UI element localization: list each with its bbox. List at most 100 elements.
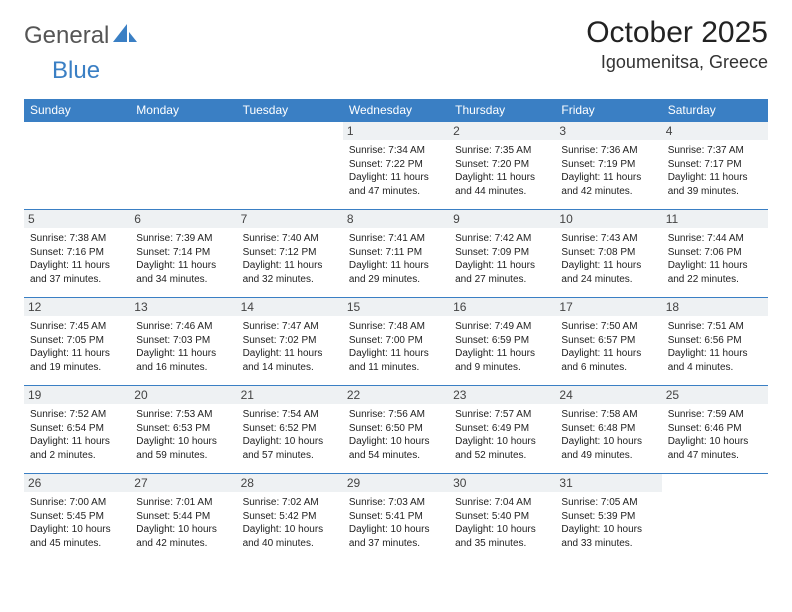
weekday-header: Saturday — [662, 99, 768, 122]
day-number: 22 — [343, 386, 449, 404]
day-number: 16 — [449, 298, 555, 316]
calendar-cell: 3 Sunrise: 7:36 AMSunset: 7:19 PMDaylight… — [555, 122, 661, 210]
calendar-cell: 2 Sunrise: 7:35 AMSunset: 7:20 PMDaylight… — [449, 122, 555, 210]
calendar-row: 19 Sunrise: 7:52 AMSunset: 6:54 PMDayligh… — [24, 386, 768, 474]
calendar-cell: .. — [24, 122, 130, 210]
calendar-cell: 30Sunrise: 7:04 AMSunset: 5:40 PMDayligh… — [449, 474, 555, 562]
calendar-cell: 29Sunrise: 7:03 AMSunset: 5:41 PMDayligh… — [343, 474, 449, 562]
day-number: 14 — [237, 298, 343, 316]
day-details: Sunrise: 7:53 AMSunset: 6:53 PMDaylight:… — [136, 408, 230, 462]
calendar-cell: 26Sunrise: 7:00 AMSunset: 5:45 PMDayligh… — [24, 474, 130, 562]
day-number: 3 — [555, 122, 661, 140]
day-number: 13 — [130, 298, 236, 316]
day-details: Sunrise: 7:02 AMSunset: 5:42 PMDaylight:… — [243, 496, 337, 550]
calendar-cell: 31 Sunrise: 7:05 AMSunset: 5:39 PMDayligh… — [555, 474, 661, 562]
day-number: 18 — [662, 298, 768, 316]
day-details: Sunrise: 7:59 AMSunset: 6:46 PMDaylight:… — [668, 408, 762, 462]
calendar-cell: 28 Sunrise: 7:02 AMSunset: 5:42 PMDayligh… — [237, 474, 343, 562]
weekday-header: Tuesday — [237, 99, 343, 122]
weekday-header: Sunday — [24, 99, 130, 122]
weekday-header: Friday — [555, 99, 661, 122]
day-number: 24 — [555, 386, 661, 404]
day-number: 25 — [662, 386, 768, 404]
day-number: 19 — [24, 386, 130, 404]
calendar-cell: 12 Sunrise: 7:45 AMSunset: 7:05 PMDayligh… — [24, 298, 130, 386]
day-details: Sunrise: 7:04 AMSunset: 5:40 PMDaylight:… — [455, 496, 549, 550]
day-number: 7 — [237, 210, 343, 228]
day-details: Sunrise: 7:36 AMSunset: 7:19 PMDaylight:… — [561, 144, 655, 198]
day-number: 26 — [24, 474, 130, 492]
day-details: Sunrise: 7:37 AMSunset: 7:17 PMDaylight:… — [668, 144, 762, 198]
day-number: 21 — [237, 386, 343, 404]
calendar-cell: 27 Sunrise: 7:01 AMSunset: 5:44 PMDayligh… — [130, 474, 236, 562]
day-number: 15 — [343, 298, 449, 316]
calendar-cell: 19 Sunrise: 7:52 AMSunset: 6:54 PMDayligh… — [24, 386, 130, 474]
calendar-cell: 11 Sunrise: 7:44 AMSunset: 7:06 PMDayligh… — [662, 210, 768, 298]
day-number: 20 — [130, 386, 236, 404]
location: Igoumenitsa, Greece — [586, 52, 768, 73]
weekday-header: Monday — [130, 99, 236, 122]
day-number: 11 — [662, 210, 768, 228]
day-details: Sunrise: 7:46 AMSunset: 7:03 PMDaylight:… — [136, 320, 230, 374]
calendar-cell: 18Sunrise: 7:51 AMSunset: 6:56 PMDayligh… — [662, 298, 768, 386]
calendar-head: SundayMondayTuesdayWednesdayThursdayFrid… — [24, 99, 768, 122]
day-details: Sunrise: 7:40 AMSunset: 7:12 PMDaylight:… — [243, 232, 337, 286]
day-number: 23 — [449, 386, 555, 404]
day-details: Sunrise: 7:44 AMSunset: 7:06 PMDaylight:… — [668, 232, 762, 286]
day-number: 28 — [237, 474, 343, 492]
calendar-cell: 4 Sunrise: 7:37 AMSunset: 7:17 PMDaylight… — [662, 122, 768, 210]
calendar-cell: 5 Sunrise: 7:38 AMSunset: 7:16 PMDaylight… — [24, 210, 130, 298]
calendar-cell: 16 Sunrise: 7:49 AMSunset: 6:59 PMDayligh… — [449, 298, 555, 386]
day-number: 2 — [449, 122, 555, 140]
calendar-body: ......1Sunrise: 7:34 AMSunset: 7:22 PMDa… — [24, 122, 768, 562]
day-details: Sunrise: 7:39 AMSunset: 7:14 PMDaylight:… — [136, 232, 230, 286]
day-details: Sunrise: 7:38 AMSunset: 7:16 PMDaylight:… — [30, 232, 124, 286]
calendar-row: ......1Sunrise: 7:34 AMSunset: 7:22 PMDa… — [24, 122, 768, 210]
day-number: 31 — [555, 474, 661, 492]
day-details: Sunrise: 7:50 AMSunset: 6:57 PMDaylight:… — [561, 320, 655, 374]
calendar-row: 5 Sunrise: 7:38 AMSunset: 7:16 PMDaylight… — [24, 210, 768, 298]
day-details: Sunrise: 7:45 AMSunset: 7:05 PMDaylight:… — [30, 320, 124, 374]
day-number: 1 — [343, 122, 449, 140]
day-details: Sunrise: 7:34 AMSunset: 7:22 PMDaylight:… — [349, 144, 443, 198]
day-details: Sunrise: 7:52 AMSunset: 6:54 PMDaylight:… — [30, 408, 124, 462]
day-details: Sunrise: 7:48 AMSunset: 7:00 PMDaylight:… — [349, 320, 443, 374]
title-block: October 2025 Igoumenitsa, Greece — [586, 16, 768, 73]
day-number: 9 — [449, 210, 555, 228]
day-details: Sunrise: 7:47 AMSunset: 7:02 PMDaylight:… — [243, 320, 337, 374]
calendar-cell: 22 Sunrise: 7:56 AMSunset: 6:50 PMDayligh… — [343, 386, 449, 474]
calendar-cell: 13 Sunrise: 7:46 AMSunset: 7:03 PMDayligh… — [130, 298, 236, 386]
calendar-row: 26Sunrise: 7:00 AMSunset: 5:45 PMDayligh… — [24, 474, 768, 562]
day-details: Sunrise: 7:35 AMSunset: 7:20 PMDaylight:… — [455, 144, 549, 198]
logo-sail-icon — [113, 24, 139, 49]
day-number: 12 — [24, 298, 130, 316]
calendar-cell: .. — [662, 474, 768, 562]
calendar-cell: 8Sunrise: 7:41 AMSunset: 7:11 PMDaylight… — [343, 210, 449, 298]
day-number: 10 — [555, 210, 661, 228]
calendar-cell: 25 Sunrise: 7:59 AMSunset: 6:46 PMDayligh… — [662, 386, 768, 474]
calendar-cell: 20 Sunrise: 7:53 AMSunset: 6:53 PMDayligh… — [130, 386, 236, 474]
calendar-cell: 21Sunrise: 7:54 AMSunset: 6:52 PMDayligh… — [237, 386, 343, 474]
calendar-cell: 6Sunrise: 7:39 AMSunset: 7:14 PMDaylight… — [130, 210, 236, 298]
day-details: Sunrise: 7:42 AMSunset: 7:09 PMDaylight:… — [455, 232, 549, 286]
day-details: Sunrise: 7:49 AMSunset: 6:59 PMDaylight:… — [455, 320, 549, 374]
calendar-cell: 10Sunrise: 7:43 AMSunset: 7:08 PMDayligh… — [555, 210, 661, 298]
day-number: 4 — [662, 122, 768, 140]
day-number: 27 — [130, 474, 236, 492]
logo-text-blue: Blue — [52, 57, 100, 85]
calendar-row: 12 Sunrise: 7:45 AMSunset: 7:05 PMDayligh… — [24, 298, 768, 386]
logo-text-general: General — [24, 22, 109, 50]
day-number: 5 — [24, 210, 130, 228]
calendar-page: General October 2025 Igoumenitsa, Greece… — [0, 0, 792, 578]
calendar-cell: 9 Sunrise: 7:42 AMSunset: 7:09 PMDaylight… — [449, 210, 555, 298]
month-title: October 2025 — [586, 16, 768, 50]
calendar-cell: .. — [130, 122, 236, 210]
day-details: Sunrise: 7:56 AMSunset: 6:50 PMDaylight:… — [349, 408, 443, 462]
day-details: Sunrise: 7:01 AMSunset: 5:44 PMDaylight:… — [136, 496, 230, 550]
calendar-cell: 23Sunrise: 7:57 AMSunset: 6:49 PMDayligh… — [449, 386, 555, 474]
calendar-cell: 15 Sunrise: 7:48 AMSunset: 7:00 PMDayligh… — [343, 298, 449, 386]
calendar-cell: .. — [237, 122, 343, 210]
day-number: 8 — [343, 210, 449, 228]
day-details: Sunrise: 7:05 AMSunset: 5:39 PMDaylight:… — [561, 496, 655, 550]
day-number: 29 — [343, 474, 449, 492]
